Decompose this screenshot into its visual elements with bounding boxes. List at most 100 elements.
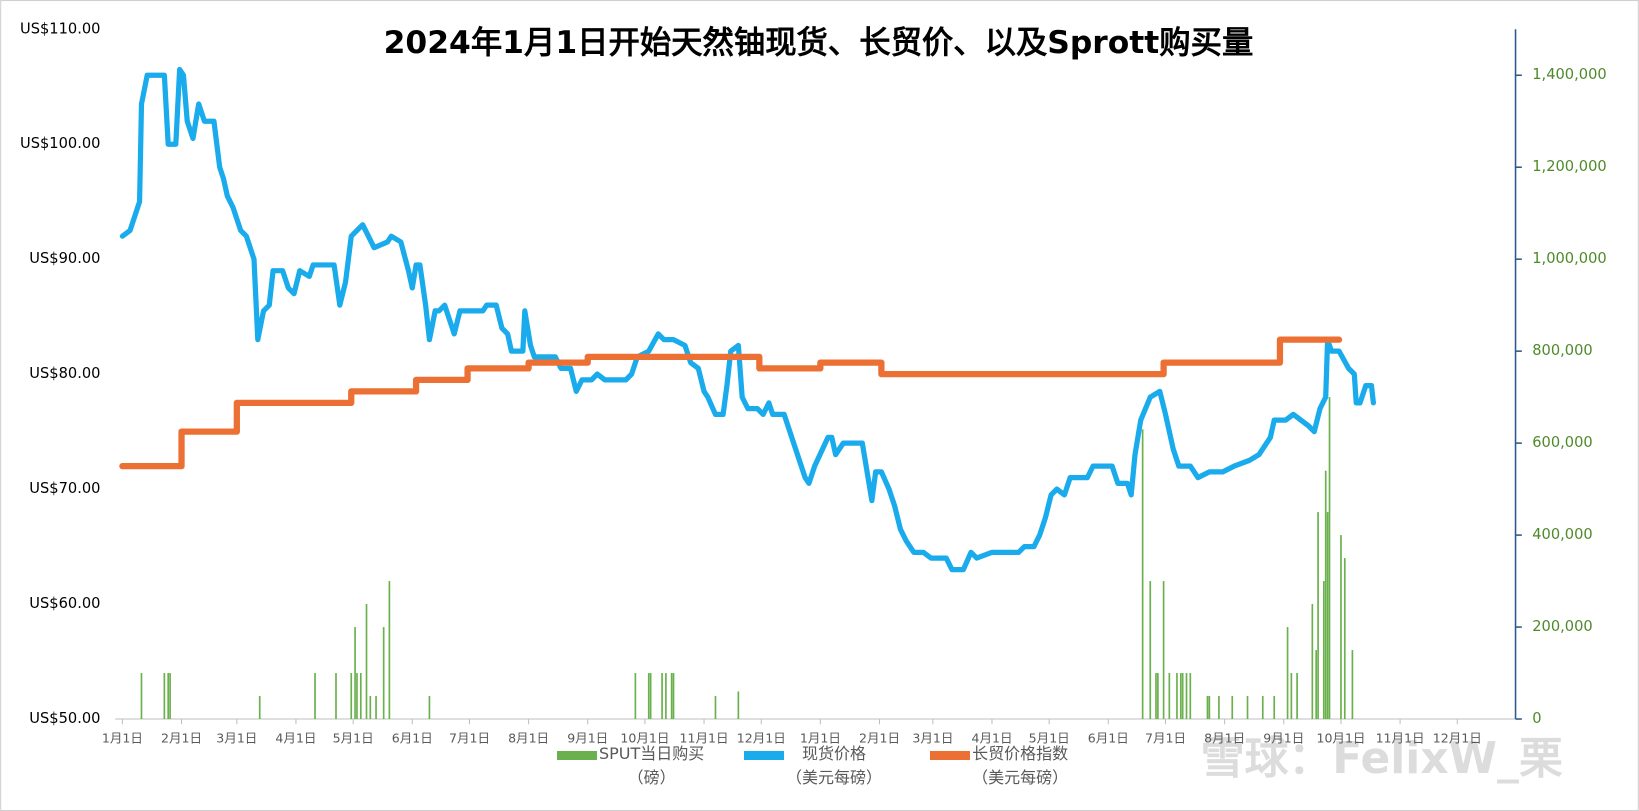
line	[119, 336, 1343, 470]
x-tick-label: 3月1日	[912, 730, 953, 745]
bar	[1311, 604, 1314, 720]
chart-title: 2024年1月1日开始天然铀现货、长贸价、以及Sprott购买量	[384, 24, 1254, 61]
x-tick-label: 8月1日	[1204, 730, 1245, 745]
x-tick-label: 3月1日	[216, 730, 257, 745]
bar	[1286, 627, 1289, 720]
bar	[1141, 429, 1144, 720]
y2-tick-label: 600,000	[1532, 434, 1592, 451]
bar	[359, 673, 362, 720]
bar	[1155, 673, 1157, 720]
x-tick-label: 12月1日	[1433, 730, 1482, 745]
bar	[1326, 512, 1329, 720]
y-tick-label: US$50.00	[29, 710, 100, 727]
legend-label: 长贸价格指数 （美元每磅）	[972, 744, 1069, 788]
bar	[258, 696, 261, 720]
legend-label: 现货价格 （美元每磅）	[786, 744, 883, 788]
legend-label: SPUT当日购买 （磅）	[598, 744, 705, 788]
y2-tick-label: 0	[1532, 710, 1541, 727]
y-tick-label: US$100.00	[20, 135, 100, 152]
legend-swatch	[744, 750, 784, 760]
y-tick-label: US$80.00	[29, 365, 100, 382]
y2-tick-label: 200,000	[1532, 618, 1592, 635]
bar	[672, 673, 675, 720]
bar	[1179, 673, 1182, 720]
y2-tick-label: 400,000	[1532, 526, 1592, 543]
bar	[1324, 470, 1327, 720]
y-tick-label: US$70.00	[29, 480, 100, 497]
x-tick-label: 6月1日	[1088, 730, 1129, 745]
x-tick-label: 10月1日	[1316, 730, 1365, 745]
bar	[365, 604, 368, 720]
bar	[634, 673, 637, 720]
bar	[1315, 650, 1318, 720]
bar	[1176, 673, 1178, 720]
bar	[1317, 512, 1319, 720]
bar	[1351, 650, 1354, 720]
bar	[1246, 696, 1249, 720]
bar	[1218, 696, 1220, 720]
bar	[1322, 581, 1325, 720]
x-tick-label: 1月1日	[102, 730, 143, 745]
bar	[169, 673, 171, 720]
x-tick-label: 2月1日	[161, 730, 202, 745]
y2-tick-label: 800,000	[1532, 342, 1592, 359]
x-tick-label: 7月1日	[449, 730, 490, 745]
bar	[714, 696, 717, 720]
bar	[1290, 673, 1293, 720]
bar	[1340, 535, 1342, 720]
bar	[167, 673, 170, 720]
bar	[665, 673, 667, 720]
x-tick-label: 6月1日	[392, 730, 433, 745]
x-tick-label: 4月1日	[971, 730, 1012, 745]
x-tick-label: 11月1日	[1376, 730, 1425, 745]
bar	[335, 673, 337, 720]
bar	[1231, 696, 1234, 720]
bar	[670, 673, 673, 720]
bar	[1328, 397, 1331, 720]
bar	[661, 673, 663, 720]
bar	[1149, 581, 1152, 720]
bar	[1261, 696, 1264, 720]
bar	[350, 673, 353, 720]
legend-swatch	[930, 750, 971, 760]
bar	[382, 627, 385, 720]
bar	[140, 673, 143, 720]
x-tick-label: 4月1日	[275, 730, 316, 745]
y-tick-label: US$60.00	[29, 595, 100, 612]
bar	[369, 696, 372, 720]
bar	[1168, 673, 1171, 720]
y2-tick-label: 1,400,000	[1532, 66, 1606, 83]
bar	[1296, 673, 1298, 720]
bar	[388, 581, 391, 720]
y2-tick-label: 1,200,000	[1532, 158, 1606, 175]
bar	[428, 696, 431, 720]
y-tick-label: US$110.00	[20, 20, 100, 37]
bar	[354, 627, 356, 720]
line	[119, 66, 1376, 573]
bar	[375, 696, 377, 720]
x-tick-label: 9月1日	[567, 730, 608, 745]
x-tick-label: 2月1日	[859, 730, 900, 745]
bar	[1206, 696, 1209, 720]
x-tick-label: 5月1日	[333, 730, 374, 745]
bar	[1189, 673, 1192, 720]
y-tick-label: US$90.00	[29, 250, 100, 267]
x-tick-label: 1月1日	[800, 730, 841, 745]
y2-tick-label: 1,000,000	[1532, 250, 1606, 267]
watermark: 雪球：FelixW_栗	[1201, 733, 1563, 784]
bar	[1157, 673, 1159, 720]
bar	[1343, 558, 1346, 720]
bar	[356, 673, 358, 720]
bar	[1162, 581, 1165, 720]
x-tick-label: 10月1日	[620, 730, 669, 745]
legend-swatch	[557, 750, 597, 760]
bar	[737, 691, 740, 720]
x-tick-label: 7月1日	[1145, 730, 1186, 745]
x-tick-label: 11月1日	[680, 730, 729, 745]
x-tick-label: 5月1日	[1029, 730, 1070, 745]
bar	[1273, 696, 1276, 720]
bar	[649, 673, 652, 720]
x-tick-label: 9月1日	[1263, 730, 1304, 745]
